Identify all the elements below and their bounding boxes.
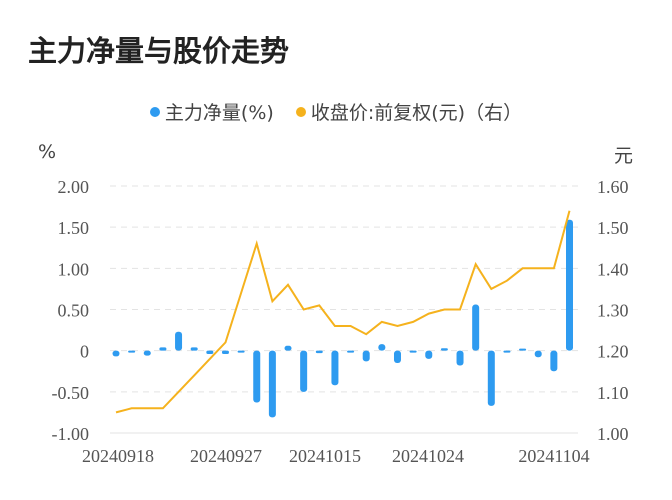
x-tick-label: 20240918 <box>82 446 154 466</box>
net-volume-bar[interactable] <box>284 345 292 351</box>
left-axis-ticks: 2.00 1.50 1.00 0.50 0 -0.50 -1.00 <box>52 177 90 444</box>
legend-dot-orange-icon <box>295 106 306 117</box>
right-axis-ticks: 1.60 1.50 1.40 1.30 1.20 1.10 1.00 <box>597 177 629 444</box>
x-tick-label: 20240927 <box>190 446 262 466</box>
right-tick-label: 1.30 <box>597 301 629 321</box>
net-volume-bar[interactable] <box>268 350 276 418</box>
net-volume-bar[interactable] <box>143 350 151 356</box>
right-tick-label: 1.40 <box>597 259 629 279</box>
net-volume-bar[interactable] <box>253 350 261 403</box>
left-tick-label: 0.50 <box>58 301 90 321</box>
legend-item-close-price[interactable]: 收盘价:前复权(元)（右） <box>295 98 523 125</box>
right-tick-label: 1.20 <box>597 342 629 362</box>
net-volume-bar[interactable] <box>472 304 480 351</box>
net-volume-bar[interactable] <box>237 350 245 353</box>
left-tick-label: 1.00 <box>58 259 90 279</box>
legend-label: 主力净量(%) <box>164 102 274 124</box>
left-tick-label: 1.50 <box>58 218 90 238</box>
legend-dot-blue-icon <box>149 106 160 117</box>
net-volume-bar[interactable] <box>347 350 355 353</box>
net-volume-bar[interactable] <box>440 348 448 351</box>
net-volume-bar[interactable] <box>393 350 401 364</box>
net-volume-bar[interactable] <box>175 331 183 351</box>
net-volume-bar[interactable] <box>409 350 417 353</box>
right-tick-label: 1.10 <box>597 383 629 403</box>
legend-item-net-volume[interactable]: 主力净量(%) <box>149 98 274 125</box>
right-axis-unit: 元 <box>614 145 634 167</box>
chart-title: 主力净量与股价走势 <box>28 34 290 68</box>
net-volume-bar[interactable] <box>128 350 136 353</box>
net-volume-bar[interactable] <box>300 350 308 392</box>
left-tick-label: -0.50 <box>52 383 90 403</box>
left-tick-label: 2.00 <box>58 177 90 197</box>
x-axis-labels: 20240918 20240927 20241015 20241024 20241104 <box>82 446 590 466</box>
net-volume-bar[interactable] <box>534 350 542 358</box>
right-tick-label: 1.50 <box>597 218 629 238</box>
net-volume-bar[interactable] <box>112 350 120 357</box>
net-volume-bar[interactable] <box>566 219 573 351</box>
left-tick-label: 0 <box>80 342 89 362</box>
net-volume-bar[interactable] <box>362 350 370 362</box>
left-axis-unit: % <box>38 141 57 163</box>
x-tick-label: 20241015 <box>289 446 361 466</box>
net-volume-bar[interactable] <box>550 350 558 372</box>
right-tick-label: 1.00 <box>597 424 629 444</box>
net-volume-bar[interactable] <box>221 350 229 354</box>
gridlines <box>110 185 578 434</box>
net-volume-bar[interactable] <box>206 350 214 354</box>
legend-label: 收盘价:前复权(元)（右） <box>310 102 523 124</box>
right-tick-label: 1.60 <box>597 177 629 197</box>
net-volume-bar[interactable] <box>519 348 527 351</box>
net-volume-bar[interactable] <box>190 347 198 351</box>
net-volume-bar[interactable] <box>315 350 323 354</box>
net-volume-bar[interactable] <box>487 350 495 406</box>
net-volume-bar[interactable] <box>503 350 511 353</box>
legend: 主力净量(%) 收盘价:前复权(元)（右） <box>0 98 672 125</box>
net-volume-bars <box>112 219 573 418</box>
x-tick-label: 20241024 <box>392 446 464 466</box>
net-volume-bar[interactable] <box>331 350 339 386</box>
left-tick-label: -1.00 <box>52 424 90 444</box>
net-volume-bar[interactable] <box>456 350 464 366</box>
net-volume-bar[interactable] <box>378 344 386 351</box>
x-tick-label: 20241104 <box>518 446 589 466</box>
net-volume-bar[interactable] <box>425 350 433 359</box>
close-price-line <box>115 210 571 414</box>
net-volume-bar[interactable] <box>159 347 167 351</box>
